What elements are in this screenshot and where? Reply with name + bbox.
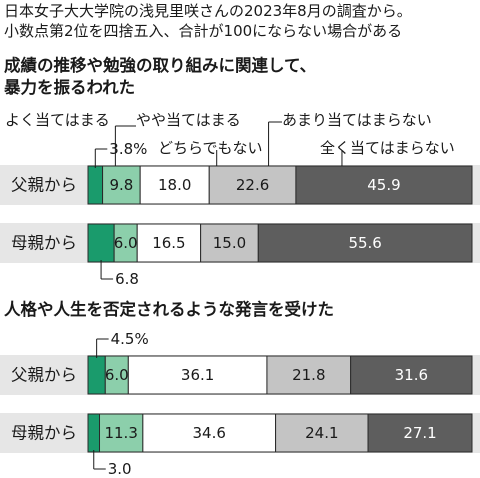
chart1-value-label-2-very: 6.8 <box>115 270 139 288</box>
chart1-value-label-1-very: 3.8% <box>109 140 147 158</box>
chart1-bar-2-neutral <box>136 223 202 263</box>
chart2-category-label-2: 母親から <box>11 424 77 443</box>
chart1-bar-1-somewhat <box>102 165 141 205</box>
chart1-category-label-2: 母親から <box>11 234 77 253</box>
legend-neutral: どちらでもない <box>158 139 263 157</box>
chart2-value-label-2-not-much: 24.1 <box>305 424 338 442</box>
chart2-bar-2-very <box>87 413 101 453</box>
chart1-bar-1-not-at-all <box>295 165 473 205</box>
chart1-value-label-1-not-much: 22.6 <box>236 176 269 194</box>
chart1-bar-2-very <box>87 223 115 263</box>
chart2-bar-1-not-at-all <box>350 355 473 395</box>
chart2-value-label-2-not-at-all: 27.1 <box>403 424 436 442</box>
chart1-value-label-1-neutral: 18.0 <box>158 176 191 194</box>
chart2-value-label-1-very: 4.5% <box>111 330 149 348</box>
chart1-bar-2-not-at-all <box>257 223 473 263</box>
chart2-value-label-2-neutral: 34.6 <box>193 424 226 442</box>
chart2-value-label-1-somewhat: 6.0 <box>105 366 129 384</box>
legend-not-at-all: 全く当てはまらない <box>320 139 455 157</box>
chart2-value-label-2-somewhat: 11.3 <box>104 424 137 442</box>
chart2-value-label-1-not-much: 21.8 <box>292 366 325 384</box>
chart2-category-label-1: 父親から <box>11 366 77 385</box>
survey-source-note: 日本女子大大学院の浅見里咲さんの2023年8月の調査から。 <box>4 2 412 20</box>
rounding-note: 小数点第2位を四捨五入、合計が100にならない場合がある <box>4 22 403 40</box>
chart1-category-label-1: 父親から <box>11 176 77 195</box>
chart2-bar-1-not-much <box>266 355 352 395</box>
legend-very: よく当てはまる <box>5 111 110 129</box>
chart2-value-label-1-neutral: 36.1 <box>181 366 214 384</box>
chart1-value-label-2-somewhat: 6.0 <box>114 234 138 252</box>
chart2-value-label-2-very: 3.0 <box>108 460 132 478</box>
chart2-value-label-1-not-at-all: 31.6 <box>395 366 428 384</box>
chart2-bar-2-somewhat <box>99 413 144 453</box>
chart2-bar-1-very <box>87 355 106 395</box>
chart1-title-line1: 成績の推移や勉強の取り組みに関連して、 <box>4 56 317 75</box>
chart2-bar-1-neutral <box>127 355 268 395</box>
chart2-bar-2-neutral <box>142 413 277 453</box>
chart1-bar-1-very <box>87 165 104 205</box>
chart1-value-label-1-somewhat: 9.8 <box>109 176 133 194</box>
chart1-value-label-1-not-at-all: 45.9 <box>367 176 400 194</box>
legend-not-much: あまり当てはまらない <box>282 111 432 129</box>
chart1-value-label-2-neutral: 16.5 <box>152 234 185 252</box>
chart1-value-label-2-not-much: 15.0 <box>213 234 246 252</box>
chart2-title: 人格や人生を否定されるような発言を受けた <box>4 300 334 319</box>
legend-somewhat: やや当てはまる <box>136 111 241 129</box>
chart1-bar-2-not-much <box>200 223 259 263</box>
chart1-bar-1-neutral <box>139 165 210 205</box>
chart2-bar-2-not-much <box>275 413 369 453</box>
chart1-title-line2: 暴力を振るわれた <box>4 78 136 97</box>
chart1-value-label-2-not-at-all: 55.6 <box>348 234 381 252</box>
chart1-bar-1-not-much <box>208 165 297 205</box>
chart2-bar-2-not-at-all <box>367 413 473 453</box>
